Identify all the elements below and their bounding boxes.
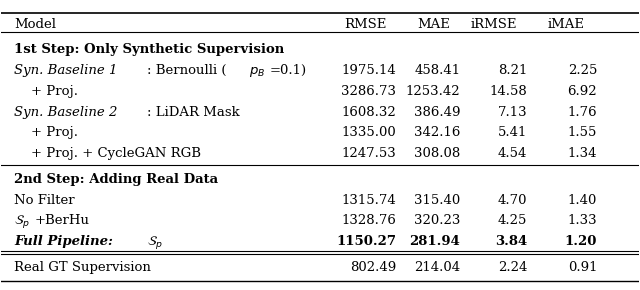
Text: 4.70: 4.70: [497, 193, 527, 206]
Text: 3.84: 3.84: [495, 235, 527, 248]
Text: 458.41: 458.41: [414, 64, 460, 77]
Text: 4.25: 4.25: [498, 214, 527, 227]
Text: 3286.73: 3286.73: [342, 85, 396, 98]
Text: + Proj.: + Proj.: [14, 126, 78, 139]
Text: 1.76: 1.76: [568, 106, 597, 119]
Text: 1328.76: 1328.76: [342, 214, 396, 227]
Text: 1.33: 1.33: [568, 214, 597, 227]
Text: 386.49: 386.49: [413, 106, 460, 119]
Text: Real GT Supervision: Real GT Supervision: [14, 261, 151, 274]
Text: 1608.32: 1608.32: [342, 106, 396, 119]
Text: 320.23: 320.23: [414, 214, 460, 227]
Text: RMSE: RMSE: [344, 18, 387, 31]
Text: + Proj. + CycleGAN RGB: + Proj. + CycleGAN RGB: [14, 147, 201, 160]
Text: 7.13: 7.13: [497, 106, 527, 119]
Text: : LiDAR Mask: : LiDAR Mask: [147, 106, 240, 119]
Text: 342.16: 342.16: [414, 126, 460, 139]
Text: 1.40: 1.40: [568, 193, 597, 206]
Text: 1.55: 1.55: [568, 126, 597, 139]
Text: 1975.14: 1975.14: [342, 64, 396, 77]
Text: Full Pipeline:: Full Pipeline:: [14, 235, 118, 248]
Text: 1335.00: 1335.00: [342, 126, 396, 139]
Text: 5.41: 5.41: [498, 126, 527, 139]
Text: $\mathcal{S}_p$: $\mathcal{S}_p$: [147, 234, 163, 251]
Text: 2.24: 2.24: [498, 261, 527, 274]
Text: Model: Model: [14, 18, 56, 31]
Text: + Proj.: + Proj.: [14, 85, 78, 98]
Text: $p_B$: $p_B$: [249, 65, 266, 79]
Text: $\mathcal{S}_p$: $\mathcal{S}_p$: [14, 213, 30, 230]
Text: 1247.53: 1247.53: [342, 147, 396, 160]
Text: 2.25: 2.25: [568, 64, 597, 77]
Text: 0.91: 0.91: [568, 261, 597, 274]
Text: +BerHu: +BerHu: [35, 214, 90, 227]
Text: 281.94: 281.94: [410, 235, 460, 248]
Text: 308.08: 308.08: [414, 147, 460, 160]
Text: Syn. Baseline 1: Syn. Baseline 1: [14, 64, 118, 77]
Text: 1st Step: Only Synthetic Supervision: 1st Step: Only Synthetic Supervision: [14, 43, 284, 56]
Text: =0.1): =0.1): [270, 64, 307, 77]
Text: 14.58: 14.58: [490, 85, 527, 98]
Text: 214.04: 214.04: [414, 261, 460, 274]
Text: 1315.74: 1315.74: [342, 193, 396, 206]
Text: 315.40: 315.40: [414, 193, 460, 206]
Text: 1.34: 1.34: [568, 147, 597, 160]
Text: : Bernoulli (: : Bernoulli (: [147, 64, 227, 77]
Text: 1.20: 1.20: [565, 235, 597, 248]
Text: 2nd Step: Adding Real Data: 2nd Step: Adding Real Data: [14, 173, 218, 186]
Text: No Filter: No Filter: [14, 193, 75, 206]
Text: iMAE: iMAE: [547, 18, 584, 31]
Text: 802.49: 802.49: [350, 261, 396, 274]
Text: 6.92: 6.92: [568, 85, 597, 98]
Text: 1150.27: 1150.27: [337, 235, 396, 248]
Text: MAE: MAE: [418, 18, 451, 31]
Text: iRMSE: iRMSE: [471, 18, 518, 31]
Text: 8.21: 8.21: [498, 64, 527, 77]
Text: 4.54: 4.54: [498, 147, 527, 160]
Text: Syn. Baseline 2: Syn. Baseline 2: [14, 106, 118, 119]
Text: 1253.42: 1253.42: [406, 85, 460, 98]
